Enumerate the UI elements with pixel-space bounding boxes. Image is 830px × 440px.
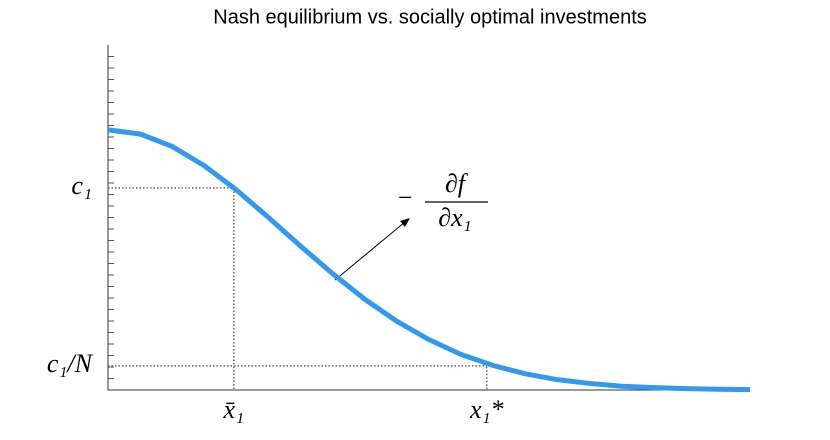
curve <box>107 127 751 393</box>
arrow-head <box>400 218 410 227</box>
annotation-denominator: ∂x₁ <box>438 203 471 232</box>
annotation-sign: − <box>396 183 414 212</box>
chart-title: Nash equilibrium vs. socially optimal in… <box>213 6 647 28</box>
x-tick-label: x̄₁ <box>223 395 245 424</box>
annotation-numerator: ∂f <box>445 169 469 198</box>
minor-ticks <box>108 56 114 379</box>
x-tick-label: x₁* <box>469 395 504 424</box>
y-tick-label: c₁/N <box>47 349 94 378</box>
y-tick-label: c₁ <box>71 171 92 200</box>
annotation-arrow <box>334 221 406 281</box>
